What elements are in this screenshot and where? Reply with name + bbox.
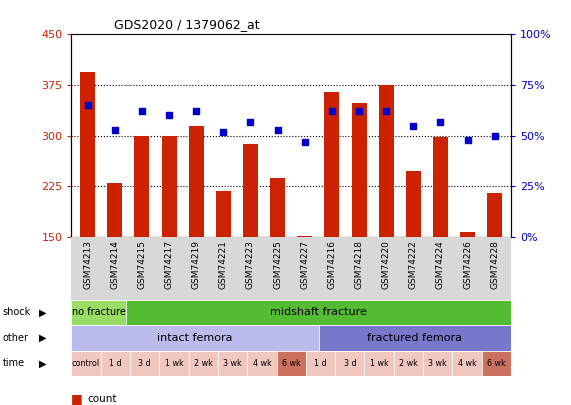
Point bbox=[463, 136, 472, 143]
Text: GSM74225: GSM74225 bbox=[273, 240, 282, 289]
Text: GSM74217: GSM74217 bbox=[164, 240, 174, 289]
Bar bbox=[130, 351, 159, 376]
Bar bbox=[126, 300, 511, 325]
Point bbox=[381, 108, 391, 115]
Text: 1 d: 1 d bbox=[314, 359, 327, 368]
Text: shock: shock bbox=[3, 307, 31, 318]
Text: GDS2020 / 1379062_at: GDS2020 / 1379062_at bbox=[114, 18, 260, 31]
Bar bbox=[379, 85, 393, 237]
Text: no fracture: no fracture bbox=[72, 307, 126, 318]
Bar bbox=[216, 191, 231, 237]
Point bbox=[273, 126, 282, 133]
Point bbox=[327, 108, 336, 115]
Bar bbox=[482, 351, 511, 376]
Bar bbox=[71, 351, 100, 376]
Text: GSM74224: GSM74224 bbox=[436, 240, 445, 289]
Text: 1 wk: 1 wk bbox=[370, 359, 388, 368]
Bar bbox=[335, 351, 364, 376]
Bar bbox=[243, 144, 258, 237]
Point bbox=[355, 108, 364, 115]
Text: ▶: ▶ bbox=[39, 333, 47, 343]
Text: ■: ■ bbox=[71, 392, 83, 405]
Bar bbox=[247, 351, 276, 376]
Text: GSM74228: GSM74228 bbox=[490, 240, 499, 289]
Text: ▶: ▶ bbox=[39, 307, 47, 318]
Text: GSM74221: GSM74221 bbox=[219, 240, 228, 289]
Bar bbox=[159, 351, 188, 376]
Text: GSM74213: GSM74213 bbox=[83, 240, 92, 289]
Bar bbox=[135, 136, 150, 237]
Text: GSM74219: GSM74219 bbox=[192, 240, 201, 289]
Text: intact femora: intact femora bbox=[157, 333, 233, 343]
Bar bbox=[406, 171, 421, 237]
Text: count: count bbox=[87, 394, 117, 403]
Point bbox=[409, 122, 418, 129]
Bar bbox=[394, 351, 423, 376]
Point bbox=[300, 139, 309, 145]
Point bbox=[219, 128, 228, 135]
Bar bbox=[460, 232, 475, 237]
Text: 1 wk: 1 wk bbox=[164, 359, 183, 368]
Text: GSM74220: GSM74220 bbox=[381, 240, 391, 289]
Bar bbox=[364, 351, 394, 376]
Text: 4 wk: 4 wk bbox=[458, 359, 476, 368]
Point bbox=[110, 126, 119, 133]
Text: GSM74222: GSM74222 bbox=[409, 240, 418, 289]
Bar bbox=[324, 92, 339, 237]
Text: other: other bbox=[3, 333, 29, 343]
Text: GSM74215: GSM74215 bbox=[138, 240, 146, 289]
Text: GSM74214: GSM74214 bbox=[110, 240, 119, 289]
Text: 4 wk: 4 wk bbox=[252, 359, 271, 368]
Text: GSM74216: GSM74216 bbox=[327, 240, 336, 289]
Text: 1 d: 1 d bbox=[109, 359, 122, 368]
Bar bbox=[423, 351, 452, 376]
Text: GSM74218: GSM74218 bbox=[355, 240, 364, 289]
Text: control: control bbox=[72, 359, 100, 368]
Text: 2 wk: 2 wk bbox=[399, 359, 418, 368]
Bar bbox=[80, 72, 95, 237]
Bar bbox=[107, 183, 122, 237]
Text: fractured femora: fractured femora bbox=[367, 333, 463, 343]
Bar bbox=[433, 137, 448, 237]
Text: 3 wk: 3 wk bbox=[428, 359, 447, 368]
Bar bbox=[162, 136, 176, 237]
Point bbox=[246, 118, 255, 125]
Bar bbox=[71, 300, 126, 325]
Bar bbox=[71, 325, 319, 351]
Bar bbox=[319, 325, 511, 351]
Bar bbox=[100, 351, 130, 376]
Text: 3 d: 3 d bbox=[344, 359, 356, 368]
Text: 6 wk: 6 wk bbox=[487, 359, 506, 368]
Text: 3 wk: 3 wk bbox=[223, 359, 242, 368]
Bar bbox=[189, 126, 204, 237]
Point bbox=[436, 118, 445, 125]
Text: GSM74226: GSM74226 bbox=[463, 240, 472, 289]
Bar bbox=[218, 351, 247, 376]
Text: 6 wk: 6 wk bbox=[282, 359, 300, 368]
Text: time: time bbox=[3, 358, 25, 369]
Bar bbox=[270, 177, 285, 237]
Text: 3 d: 3 d bbox=[138, 359, 151, 368]
Text: GSM74227: GSM74227 bbox=[300, 240, 309, 289]
Text: GSM74223: GSM74223 bbox=[246, 240, 255, 289]
Point bbox=[83, 102, 93, 109]
Bar bbox=[306, 351, 335, 376]
Point bbox=[490, 132, 499, 139]
Point bbox=[138, 108, 147, 115]
Bar bbox=[297, 236, 312, 237]
Bar bbox=[352, 103, 367, 237]
Text: midshaft fracture: midshaft fracture bbox=[270, 307, 367, 318]
Bar bbox=[452, 351, 482, 376]
Point bbox=[192, 108, 201, 115]
Bar bbox=[276, 351, 306, 376]
Bar bbox=[188, 351, 218, 376]
Point bbox=[164, 112, 174, 119]
Text: ▶: ▶ bbox=[39, 358, 47, 369]
Bar bbox=[487, 193, 502, 237]
Text: 2 wk: 2 wk bbox=[194, 359, 213, 368]
